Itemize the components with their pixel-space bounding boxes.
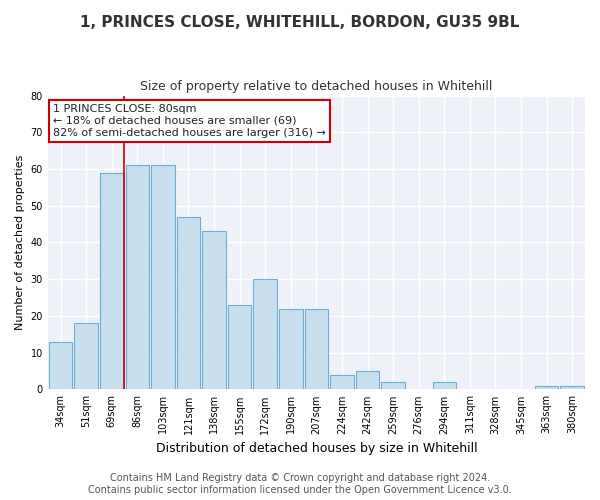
Bar [305,308,328,390]
Bar [382,382,405,390]
X-axis label: Distribution of detached houses by size in Whitehill: Distribution of detached houses by size … [155,442,477,455]
Text: Contains HM Land Registry data © Crown copyright and database right 2024.
Contai: Contains HM Land Registry data © Crown c… [88,474,512,495]
Bar [253,279,277,390]
Bar [49,342,73,390]
Bar [74,324,98,390]
Bar [356,371,379,390]
Text: 1, PRINCES CLOSE, WHITEHILL, BORDON, GU35 9BL: 1, PRINCES CLOSE, WHITEHILL, BORDON, GU3… [80,15,520,30]
Bar [535,386,559,390]
Bar [330,374,354,390]
Bar [228,305,251,390]
Bar [125,166,149,390]
Bar [151,166,175,390]
Bar [279,308,302,390]
Bar [202,232,226,390]
Bar [433,382,456,390]
Y-axis label: Number of detached properties: Number of detached properties [15,155,25,330]
Title: Size of property relative to detached houses in Whitehill: Size of property relative to detached ho… [140,80,493,93]
Text: 1 PRINCES CLOSE: 80sqm
← 18% of detached houses are smaller (69)
82% of semi-det: 1 PRINCES CLOSE: 80sqm ← 18% of detached… [53,104,326,138]
Bar [177,217,200,390]
Bar [100,172,124,390]
Bar [560,386,584,390]
